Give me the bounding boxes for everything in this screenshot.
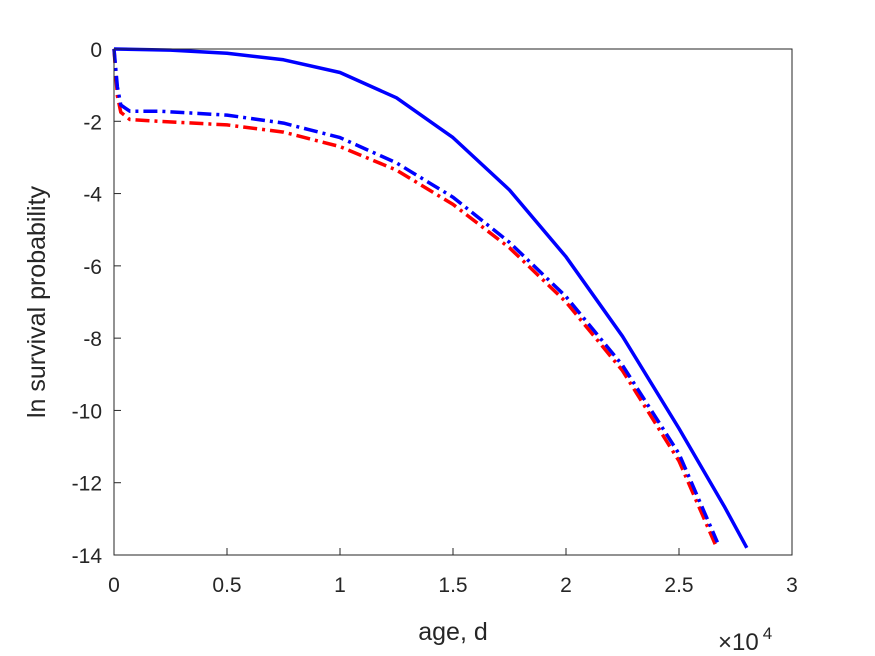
series-line-1 bbox=[113, 47, 749, 549]
series-line-2 bbox=[112, 48, 717, 545]
x-tick-label: 3 bbox=[786, 574, 798, 597]
x-exponent-base: ×10 bbox=[718, 629, 759, 656]
series-line-3 bbox=[112, 48, 720, 543]
x-tick-label: 2 bbox=[560, 574, 572, 597]
series-layer bbox=[112, 47, 749, 549]
x-tick-label: 1.5 bbox=[438, 574, 467, 597]
y-tick-label: -10 bbox=[72, 400, 102, 423]
y-axis-label: ln survival probability bbox=[23, 185, 51, 418]
x-tick-label: 0 bbox=[108, 574, 120, 597]
y-tick-label: -2 bbox=[83, 111, 102, 134]
x-tick-label: 2.5 bbox=[664, 574, 693, 597]
y-tick-label: -4 bbox=[83, 184, 102, 207]
x-axis-label: age, d bbox=[418, 618, 488, 646]
x-exponent-power: 4 bbox=[763, 624, 772, 643]
x-tick-label: 0.5 bbox=[212, 574, 241, 597]
y-tick-label: -8 bbox=[83, 328, 102, 351]
y-tick-label: -14 bbox=[72, 545, 103, 568]
tick-layer: 0 0.5 1 1.5 2 2.5 3 0 -2 -4 -6 -8 -10 -12 -14 bbox=[72, 39, 798, 597]
x-tick-label: 1 bbox=[334, 574, 346, 597]
x-exponent-label: ×10 4 bbox=[718, 624, 772, 656]
y-tick-label: -12 bbox=[72, 473, 102, 496]
plot-background bbox=[114, 49, 792, 555]
y-tick-label: 0 bbox=[90, 39, 102, 62]
y-tick-label: -6 bbox=[83, 256, 102, 279]
